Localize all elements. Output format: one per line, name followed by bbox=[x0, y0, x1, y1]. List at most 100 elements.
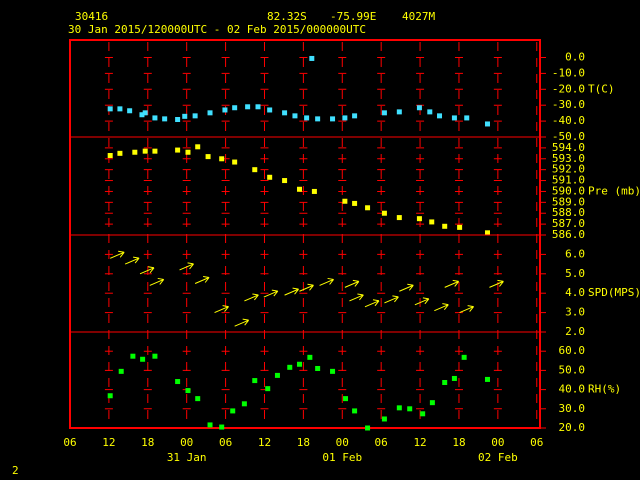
x-tick-label: 18 bbox=[297, 436, 310, 449]
point bbox=[484, 230, 490, 236]
panel-label: RH(%) bbox=[588, 383, 621, 396]
x-tick-label: 00 bbox=[336, 436, 349, 449]
x-tick-label: 06 bbox=[219, 436, 232, 449]
y-tick-label: -20.0 bbox=[552, 82, 585, 95]
y-tick-label: 587.0 bbox=[552, 217, 585, 230]
longitude: -75.99E bbox=[330, 10, 376, 23]
wind-arrow bbox=[124, 256, 140, 265]
point bbox=[162, 116, 168, 122]
y-tick-label: 30.0 bbox=[559, 402, 586, 415]
point bbox=[241, 401, 247, 407]
x-tick-label: 00 bbox=[180, 436, 193, 449]
point bbox=[117, 106, 123, 112]
point bbox=[343, 396, 349, 402]
point bbox=[442, 379, 448, 385]
point bbox=[330, 368, 336, 374]
y-tick-label: 5.0 bbox=[565, 267, 585, 280]
point bbox=[416, 216, 422, 222]
wind-arrow bbox=[489, 279, 504, 288]
point bbox=[195, 144, 201, 150]
point bbox=[142, 110, 148, 116]
point bbox=[451, 115, 457, 121]
point bbox=[315, 365, 321, 371]
wind-arrow bbox=[179, 262, 194, 271]
date-label: 31 Jan bbox=[167, 451, 207, 464]
point bbox=[311, 188, 317, 194]
wind-arrow bbox=[414, 297, 430, 306]
point bbox=[152, 148, 158, 154]
period: 30 Jan 2015/120000UTC - 02 Feb 2015/0000… bbox=[68, 23, 366, 36]
point bbox=[175, 117, 181, 123]
point bbox=[139, 112, 145, 118]
date-label: 02 Feb bbox=[478, 451, 518, 464]
point bbox=[416, 105, 422, 111]
point bbox=[182, 113, 188, 119]
point bbox=[267, 107, 273, 113]
y-tick-label: 20.0 bbox=[559, 421, 586, 434]
wind-arrow bbox=[149, 277, 165, 286]
wind-arrow bbox=[263, 289, 279, 298]
point bbox=[429, 400, 435, 406]
y-tick-label: 0.0 bbox=[565, 50, 585, 63]
point bbox=[420, 411, 426, 417]
point bbox=[132, 149, 138, 155]
y-tick-label: 2.0 bbox=[565, 325, 585, 338]
point bbox=[230, 408, 236, 414]
point bbox=[265, 386, 271, 392]
point bbox=[365, 425, 371, 431]
point bbox=[127, 108, 133, 114]
wind-arrow bbox=[344, 279, 360, 288]
x-tick-label: 18 bbox=[141, 436, 154, 449]
panel-label: T(C) bbox=[588, 82, 615, 95]
point bbox=[255, 104, 261, 110]
page-number: 2 bbox=[12, 464, 19, 477]
x-tick-label: 06 bbox=[63, 436, 76, 449]
panel-label: SPD(MPS) bbox=[588, 286, 640, 299]
point bbox=[292, 113, 298, 119]
x-tick-label: 18 bbox=[452, 436, 465, 449]
point bbox=[107, 393, 113, 399]
y-tick-label: -50.0 bbox=[552, 130, 585, 143]
wind-arrow bbox=[444, 279, 460, 288]
point bbox=[232, 159, 238, 165]
point bbox=[207, 422, 213, 428]
point bbox=[207, 110, 213, 116]
point bbox=[282, 110, 288, 116]
point bbox=[130, 353, 136, 359]
y-tick-label: -40.0 bbox=[552, 114, 585, 127]
point bbox=[219, 156, 225, 162]
point bbox=[192, 113, 198, 119]
point bbox=[252, 167, 258, 173]
point bbox=[107, 106, 113, 112]
point bbox=[427, 109, 433, 115]
x-tick-label: 00 bbox=[491, 436, 504, 449]
latitude: 82.32S bbox=[267, 10, 307, 23]
point bbox=[457, 224, 463, 230]
y-tick-label: 592.0 bbox=[552, 163, 585, 176]
point bbox=[117, 150, 123, 156]
point bbox=[185, 149, 191, 155]
wind-arrow bbox=[349, 293, 364, 302]
point bbox=[464, 115, 470, 121]
station-id: 30416 bbox=[75, 10, 108, 23]
date-label: 01 Feb bbox=[322, 451, 362, 464]
frame bbox=[69, 39, 541, 429]
point bbox=[232, 105, 238, 111]
y-tick-label: 60.0 bbox=[559, 344, 586, 357]
point bbox=[219, 424, 225, 430]
point bbox=[484, 376, 490, 382]
point bbox=[309, 55, 315, 61]
point bbox=[381, 110, 387, 116]
wind-arrow bbox=[399, 283, 414, 292]
point bbox=[252, 378, 258, 384]
x-tick-label: 06 bbox=[375, 436, 388, 449]
point bbox=[429, 219, 435, 225]
point bbox=[315, 116, 321, 122]
point bbox=[222, 107, 228, 113]
y-tick-label: 4.0 bbox=[565, 286, 585, 299]
point bbox=[140, 356, 146, 362]
point bbox=[484, 121, 490, 127]
point bbox=[330, 116, 336, 122]
point bbox=[296, 186, 302, 192]
